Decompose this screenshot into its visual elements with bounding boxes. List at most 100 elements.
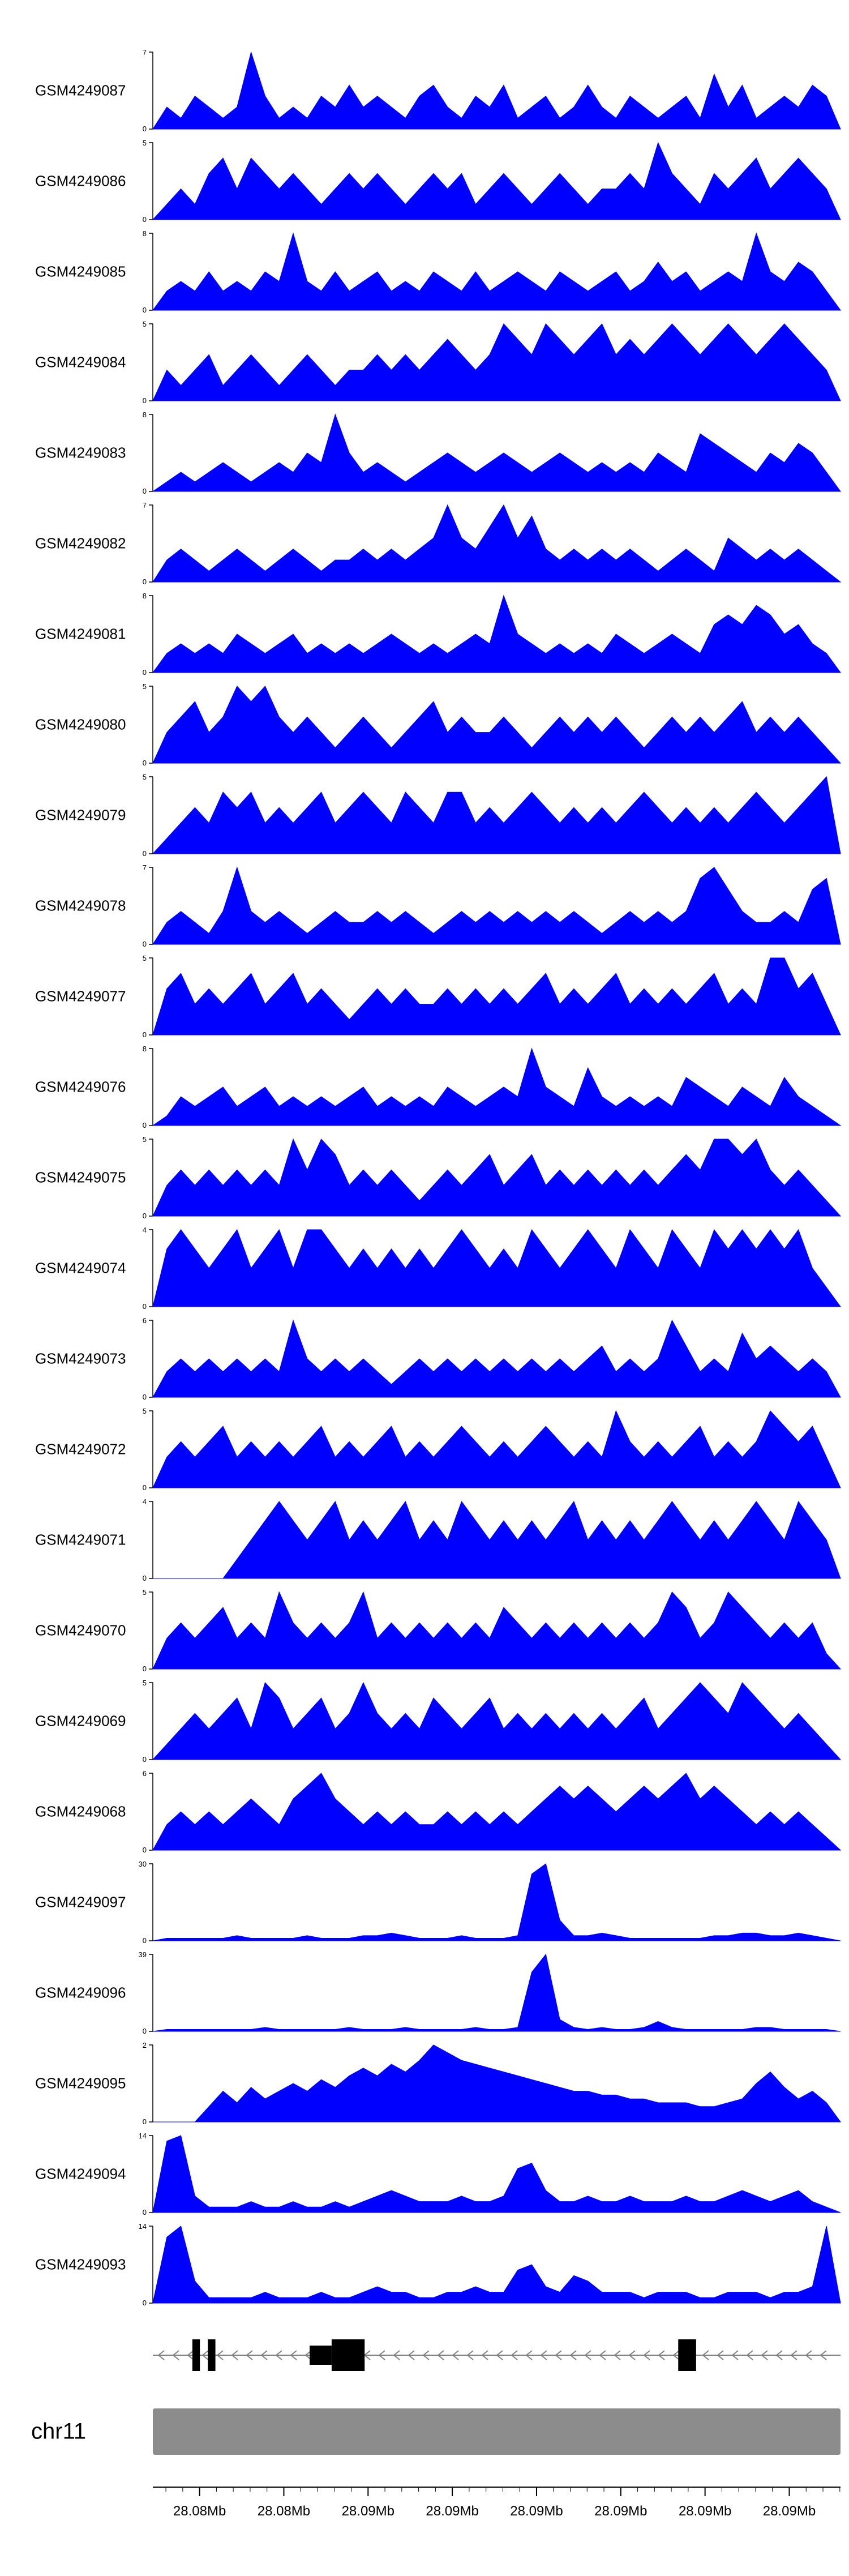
coverage-track-row: GSM4249082 7 0 [0,498,849,589]
y-axis-max-label: 30 [139,1860,147,1868]
genome-axis-track: 28.08Mb 28.08Mb 28.09Mb 28.09Mb 28.09Mb 28.09… [0,2471,849,2556]
coverage-area [152,957,841,1035]
coverage-area [152,323,841,401]
coverage-track-row: GSM4249097 30 0 [0,1857,849,1948]
left-chevron-icon [761,2350,768,2360]
left-chevron-icon [408,2350,415,2360]
y-axis-min-label: 0 [143,215,147,224]
coverage-area [152,1591,842,1670]
coverage-plot: 50 [143,682,842,767]
track-label: GSM4249083 [35,444,126,461]
y-axis-max-label: 8 [143,410,147,419]
left-chevron-icon [172,2350,179,2360]
coverage-area [152,2226,841,2304]
left-chevron-icon [540,2350,547,2360]
track-label: GSM4249073 [35,1350,126,1367]
y-axis-max-label: 7 [143,501,147,510]
left-chevron-icon [805,2350,812,2360]
left-chevron-icon [437,2350,444,2360]
left-chevron-icon [187,2350,194,2360]
chromosome-track: chr11 [0,2400,849,2463]
track-label: GSM4249086 [35,172,126,190]
coverage-track-row: GSM4249084 5 0 [0,317,849,408]
coverage-area [153,2044,841,2123]
left-chevron-icon [466,2350,474,2360]
y-axis-min-label: 0 [143,306,147,314]
y-axis-min-label: 0 [143,1755,147,1764]
coverage-plot: 80 [143,229,841,314]
left-chevron-icon [157,2350,165,2360]
y-axis-min-label: 0 [143,849,147,858]
gene-model-plot [153,2339,841,2371]
exon-box [331,2339,365,2371]
left-chevron-icon [275,2350,282,2360]
coverage-track-row: GSM4249076 8 0 [0,1042,849,1132]
axis-tick-label: 28.09Mb [426,2504,478,2519]
coverage-area [152,1138,842,1217]
coverage-area [152,1773,842,1851]
coverage-area [152,776,841,854]
left-chevron-icon [569,2350,577,2360]
left-chevron-icon [584,2350,591,2360]
coverage-area [152,1229,841,1307]
left-chevron-icon [658,2350,665,2360]
y-axis-max-label: 6 [143,1769,147,1778]
track-label: GSM4249081 [35,625,126,643]
track-label: GSM4249075 [35,1169,126,1186]
track-label: GSM4249078 [35,897,126,914]
y-axis-min-label: 0 [143,1664,147,1673]
coverage-plot: 39 0 [139,1950,841,2035]
left-chevron-icon [378,2350,385,2360]
coverage-plot: 70 [143,863,841,948]
coverage-area [152,51,841,130]
axis-tick-label: 28.09Mb [342,2504,395,2519]
y-axis-max-label: 8 [143,592,147,600]
coverage-track-row: GSM4249075 5 0 [0,1132,849,1223]
y-axis-max-label: 8 [143,229,147,238]
track-label: GSM4249077 [35,987,126,1005]
genome-axis-plot: 28.08Mb 28.08Mb 28.09Mb 28.09Mb 28.09Mb 28.09… [153,2487,841,2519]
y-axis-min-label: 0 [143,668,147,677]
y-axis-max-label: 5 [143,1407,147,1415]
coverage-area [152,594,841,673]
y-axis-min-label: 0 [143,1846,147,1854]
left-chevron-icon [555,2350,562,2360]
coverage-track-row: GSM4249073 6 0 [0,1313,849,1404]
left-chevron-icon [452,2350,459,2360]
left-chevron-icon [628,2350,636,2360]
coverage-area [152,866,841,945]
chromosome-ideogram [153,2408,841,2455]
gene-model-track [0,2318,849,2392]
y-axis-min-label: 0 [143,1483,147,1492]
coverage-plot: 70 [143,48,841,133]
coverage-plot: 50 [143,1588,842,1673]
left-chevron-icon [746,2350,753,2360]
coverage-track-row: GSM4249080 5 0 [0,679,849,770]
track-label: GSM4249085 [35,263,126,280]
coverage-track-row: GSM4249070 5 0 [0,1585,849,1676]
coverage-plot: 20 [143,2041,841,2126]
axis-tick-label: 28.09Mb [763,2504,816,2519]
coverage-area [152,1863,841,1941]
coverage-area [152,1681,842,1760]
track-label: GSM4249084 [35,353,126,371]
axis-tick-label: 28.09Mb [594,2504,647,2519]
track-label: GSM4249080 [35,716,126,733]
y-axis-min-label: 0 [143,940,147,948]
coverage-track-row: GSM4249081 8 0 [0,589,849,679]
y-axis-max-label: 5 [143,773,147,781]
coverage-plot: 50 [143,1135,842,1220]
left-chevron-icon [790,2350,797,2360]
track-label: GSM4249082 [35,534,126,552]
coverage-area [152,1410,841,1488]
y-axis-max-label: 5 [143,320,147,328]
coverage-track-row: GSM4249078 7 0 [0,861,849,951]
y-axis-min-label: 0 [143,2299,147,2307]
y-axis-min-label: 0 [143,487,147,495]
coverage-track-row: GSM4249077 5 0 [0,951,849,1042]
y-axis-min-label: 0 [143,1212,147,1220]
y-axis-max-label: 5 [143,1588,147,1597]
left-chevron-icon [672,2350,680,2360]
coverage-track-row: GSM4249071 4 0 [0,1495,849,1585]
coverage-plot: 50 [143,773,841,858]
